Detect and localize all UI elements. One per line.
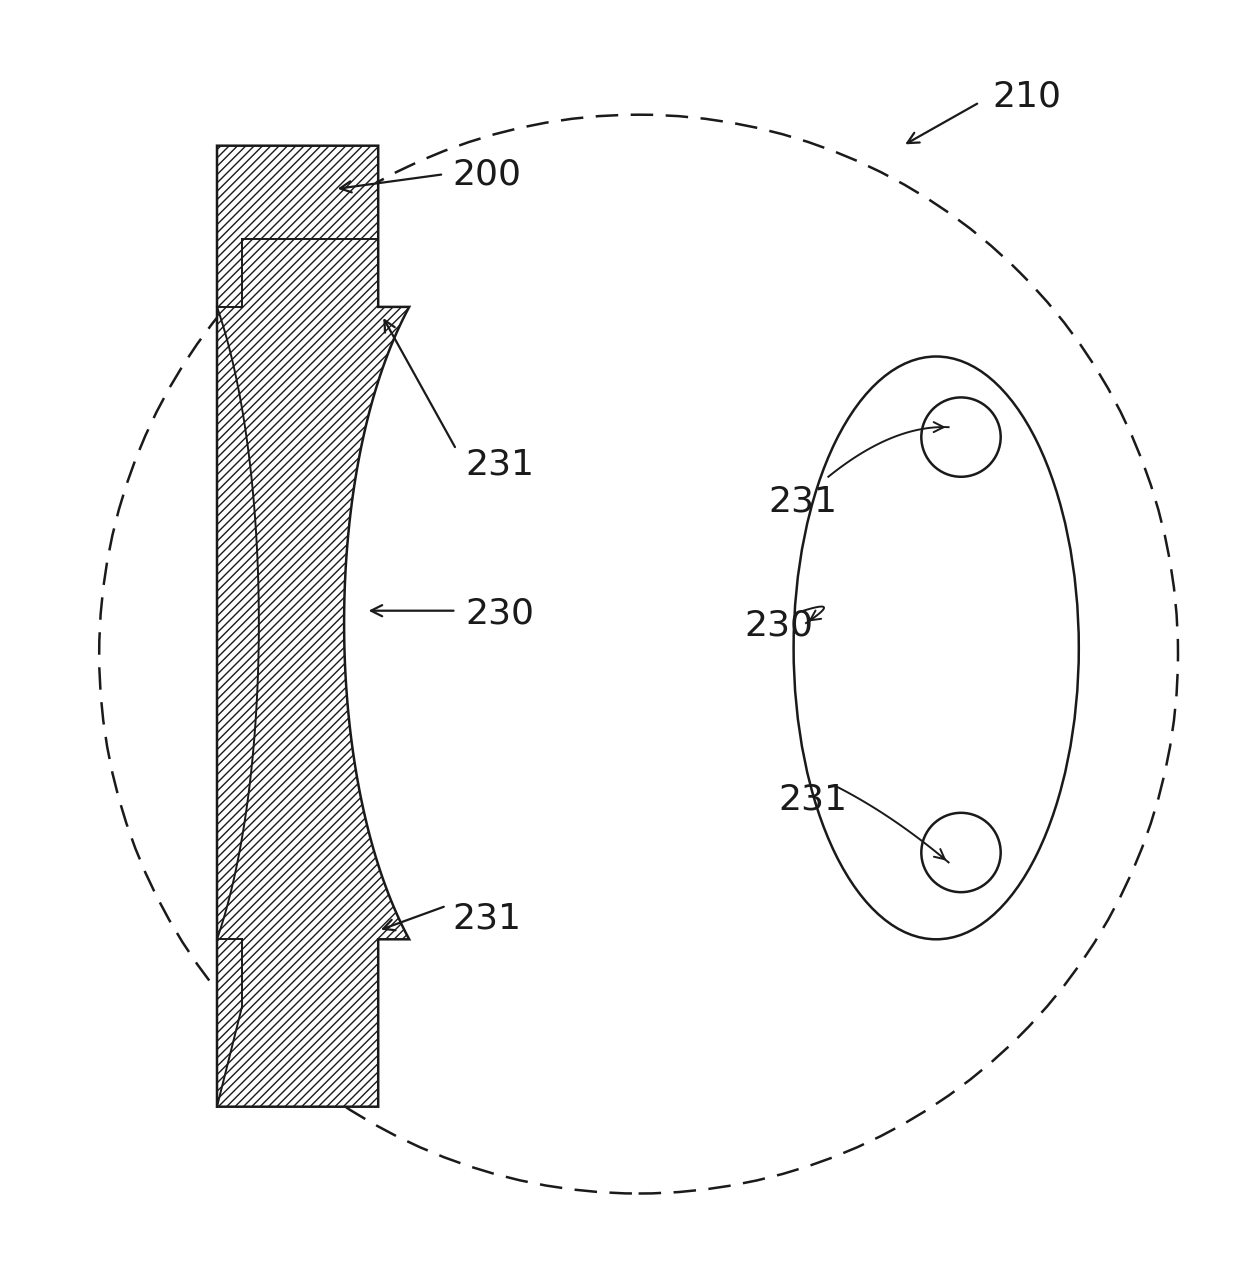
Text: 230: 230 bbox=[744, 609, 813, 643]
Text: 231: 231 bbox=[769, 484, 838, 519]
Polygon shape bbox=[217, 146, 409, 1107]
Text: 200: 200 bbox=[453, 158, 522, 191]
Text: 210: 210 bbox=[992, 79, 1061, 113]
Text: 231: 231 bbox=[453, 901, 522, 935]
Text: 230: 230 bbox=[465, 596, 534, 630]
Text: 231: 231 bbox=[465, 447, 534, 482]
Text: 231: 231 bbox=[779, 782, 848, 816]
